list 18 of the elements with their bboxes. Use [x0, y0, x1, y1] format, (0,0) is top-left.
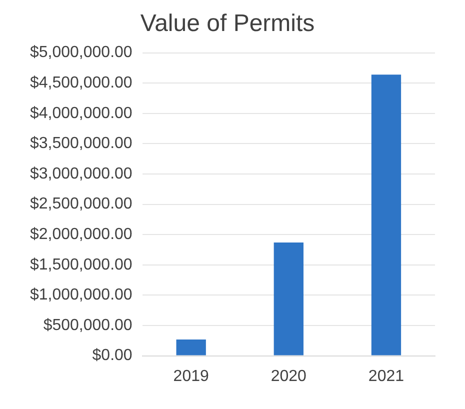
chart-title: Value of Permits	[140, 10, 315, 38]
bar	[274, 242, 304, 356]
y-tick-label: $500,000.00	[43, 316, 132, 334]
bar	[176, 339, 206, 356]
y-tick-label: $1,500,000.00	[30, 256, 132, 274]
x-tick-label: 2021	[368, 368, 404, 385]
x-tick-label: 2020	[270, 368, 307, 385]
y-tick-label: $2,000,000.00	[30, 226, 132, 244]
y-tick-label: $2,500,000.00	[30, 196, 132, 213]
x-tick-label: 2019	[173, 368, 209, 385]
y-tick-label: $4,000,000.00	[30, 104, 132, 122]
y-tick-label: $4,500,000.00	[30, 74, 132, 92]
y-tick-label: $5,000,000.00	[30, 44, 132, 62]
bar	[371, 74, 402, 356]
y-tick-label: $1,000,000.00	[30, 286, 132, 304]
y-tick-label: $3,500,000.00	[30, 135, 132, 152]
y-tick-label: $3,000,000.00	[30, 165, 132, 182]
y-tick-label: $0.00	[92, 347, 132, 364]
